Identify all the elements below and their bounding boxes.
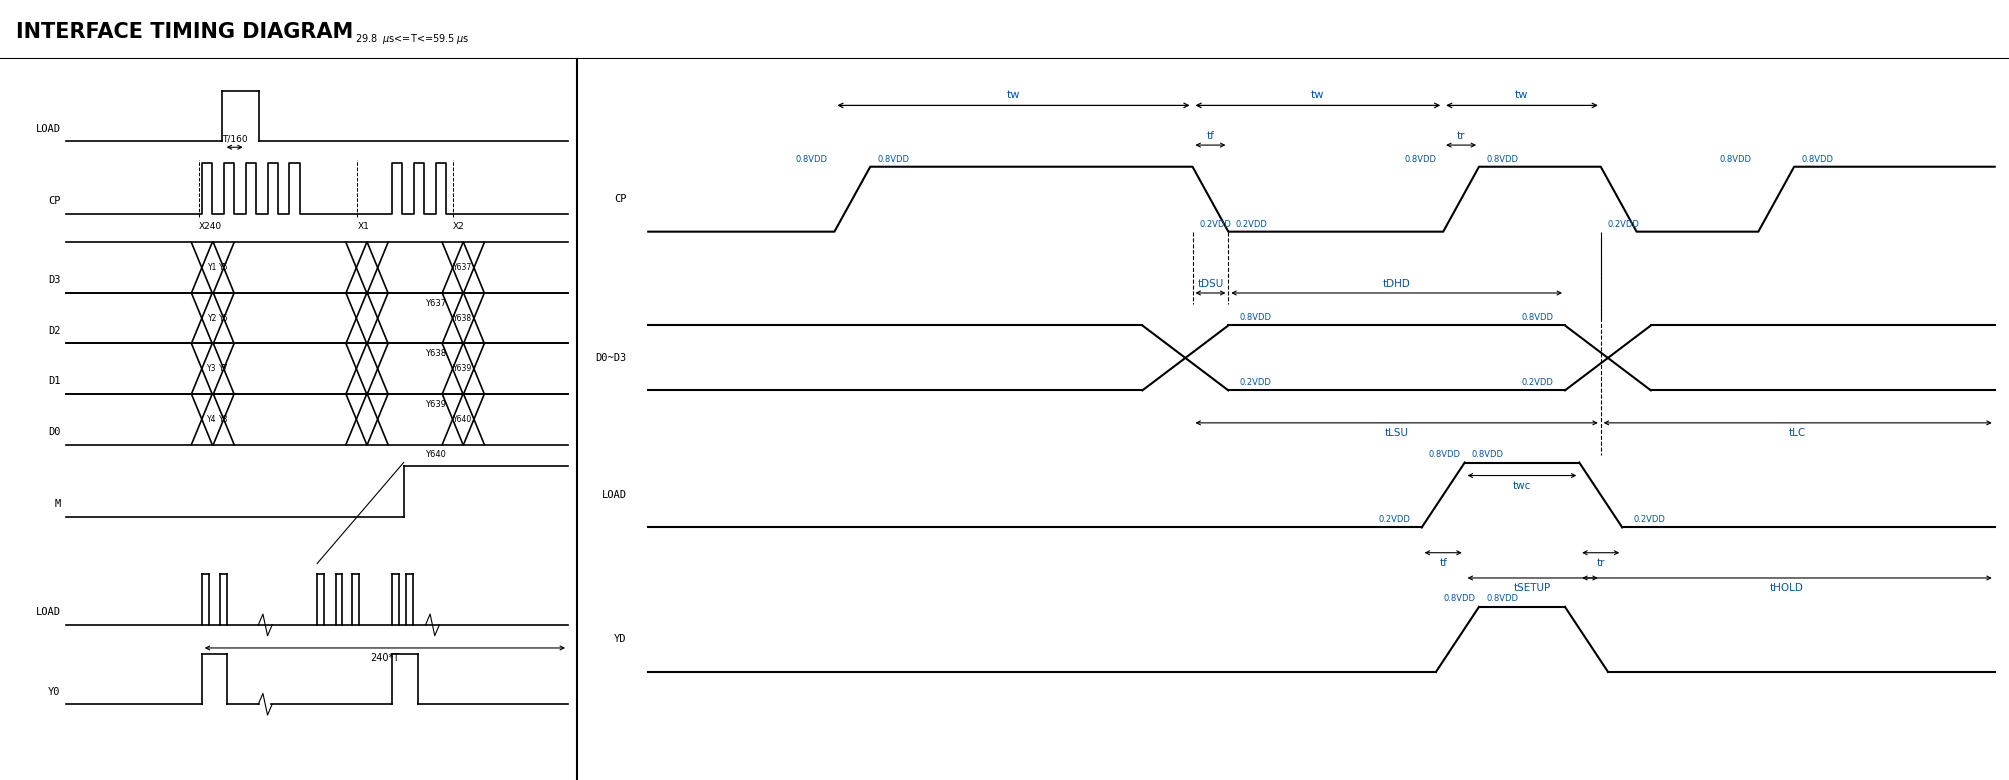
Text: 0.8VDD: 0.8VDD (1487, 155, 1519, 164)
Text: 0.2VDD: 0.2VDD (1521, 378, 1553, 387)
Text: T/160: T/160 (221, 135, 247, 144)
Text: 0.8VDD: 0.8VDD (1802, 155, 1834, 164)
Text: tHOLD: tHOLD (1770, 583, 1804, 593)
Text: 0.8VDD: 0.8VDD (1442, 594, 1475, 603)
Text: Y5: Y5 (219, 263, 229, 272)
Text: Y4: Y4 (207, 415, 217, 424)
Text: tLSU: tLSU (1384, 428, 1408, 438)
Text: CP: CP (615, 194, 627, 204)
Text: 0.2VDD: 0.2VDD (1633, 515, 1665, 524)
Text: D3: D3 (48, 275, 60, 285)
Text: Y638: Y638 (424, 349, 446, 358)
Text: tw: tw (1515, 90, 1529, 100)
Text: D0~D3: D0~D3 (595, 353, 627, 363)
Text: D2: D2 (48, 326, 60, 336)
Text: 0.8VDD: 0.8VDD (1521, 313, 1553, 322)
Text: 0.2VDD: 0.2VDD (1236, 220, 1268, 229)
Text: YD: YD (615, 634, 627, 644)
Text: Y8: Y8 (219, 415, 229, 424)
Text: Y640: Y640 (424, 450, 446, 459)
Text: Y639: Y639 (452, 364, 472, 374)
Text: LOAD: LOAD (36, 124, 60, 134)
Text: 0.2VDD: 0.2VDD (1240, 378, 1272, 387)
Text: 0.8VDD: 0.8VDD (1473, 450, 1505, 459)
Text: Y3: Y3 (207, 364, 217, 374)
Text: tSETUP: tSETUP (1515, 583, 1551, 593)
Text: 0.2VDD: 0.2VDD (1199, 220, 1232, 229)
Text: tw: tw (1312, 90, 1324, 100)
Text: Y0: Y0 (48, 686, 60, 697)
Text: 0.8VDD: 0.8VDD (1487, 594, 1519, 603)
Text: tw: tw (1007, 90, 1021, 100)
Text: Y638: Y638 (452, 314, 472, 323)
Text: tr: tr (1597, 558, 1605, 568)
Text: 0.8VDD: 0.8VDD (796, 155, 828, 164)
Text: 0.8VDD: 0.8VDD (1404, 155, 1436, 164)
Text: 0.8VDD: 0.8VDD (878, 155, 910, 164)
Text: D0: D0 (48, 427, 60, 437)
Text: tDSU: tDSU (1197, 278, 1223, 289)
Text: 0.8VDD: 0.8VDD (1428, 450, 1461, 459)
Text: twc: twc (1513, 481, 1531, 491)
Text: M: M (54, 499, 60, 509)
Text: Y637: Y637 (424, 299, 446, 308)
Text: X240: X240 (199, 222, 223, 232)
Text: 240*T: 240*T (370, 653, 400, 663)
Text: tr: tr (1457, 132, 1465, 141)
Text: LOAD: LOAD (603, 490, 627, 500)
Text: tf: tf (1207, 132, 1213, 141)
Text: Y6: Y6 (219, 314, 229, 323)
Text: X2: X2 (452, 222, 464, 232)
Text: Y7: Y7 (219, 364, 229, 374)
Text: tLC: tLC (1790, 428, 1806, 438)
Text: Y1: Y1 (207, 263, 217, 272)
Text: 0.2VDD: 0.2VDD (1378, 515, 1410, 524)
Text: INTERFACE TIMING DIAGRAM: INTERFACE TIMING DIAGRAM (16, 22, 354, 42)
Text: CP: CP (48, 196, 60, 206)
Text: Y640: Y640 (452, 415, 472, 424)
Text: tDHD: tDHD (1382, 278, 1410, 289)
Text: LOAD: LOAD (36, 608, 60, 617)
Text: tf: tf (1438, 558, 1446, 568)
Text: 0.8VDD: 0.8VDD (1720, 155, 1752, 164)
Text: D1: D1 (48, 377, 60, 386)
Text: Y639: Y639 (424, 400, 446, 409)
Text: Y637: Y637 (452, 263, 472, 272)
Text: 0.2VDD: 0.2VDD (1607, 220, 1639, 229)
Text: Y2: Y2 (207, 314, 217, 323)
Text: 0.8VDD: 0.8VDD (1240, 313, 1272, 322)
Text: 29.8  $\mu$s<=T<=59.5 $\mu$s: 29.8 $\mu$s<=T<=59.5 $\mu$s (356, 32, 470, 46)
Text: X1: X1 (358, 222, 370, 232)
